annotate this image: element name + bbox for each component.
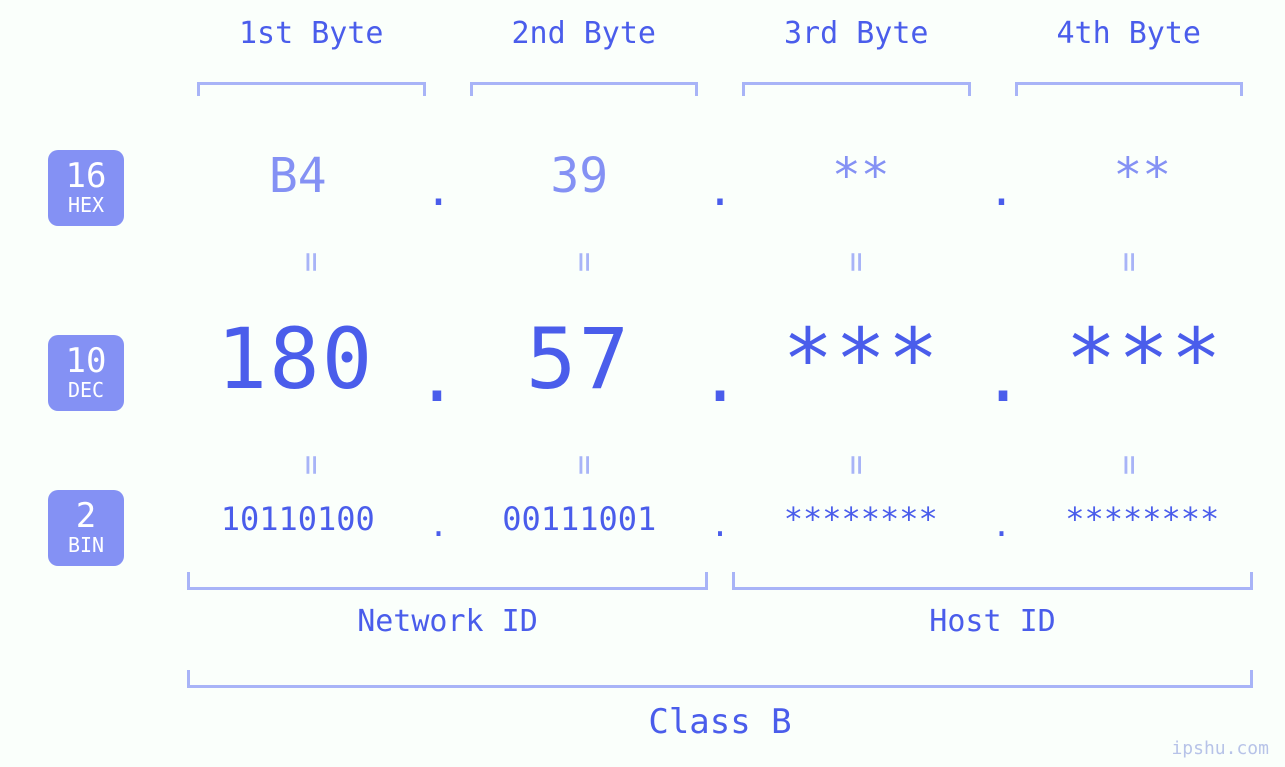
network-id-bracket bbox=[187, 572, 708, 590]
byte-bracket-row bbox=[175, 72, 1265, 96]
network-host-row: Network ID Host ID bbox=[175, 570, 1265, 630]
equals-row-dec-bin: = = = = bbox=[175, 445, 1265, 485]
hex-row: B4 . 39 . ** . ** bbox=[175, 148, 1265, 204]
badge-name-bin: BIN bbox=[68, 533, 104, 557]
host-id-group: Host ID bbox=[720, 570, 1265, 630]
eq-2-4: = bbox=[1109, 329, 1149, 602]
network-id-group: Network ID bbox=[175, 570, 720, 630]
byte-header-1: 1st Byte bbox=[175, 16, 448, 51]
byte-bracket-4 bbox=[993, 72, 1266, 96]
bin-byte-4: ******** bbox=[1020, 500, 1266, 538]
watermark: ipshu.com bbox=[1171, 738, 1269, 759]
class-label: Class B bbox=[187, 702, 1253, 742]
class-bracket bbox=[187, 670, 1253, 688]
eq-2-1: = bbox=[291, 329, 331, 602]
byte-header-2: 2nd Byte bbox=[448, 16, 721, 51]
ip-address-diagram: 1st Byte 2nd Byte 3rd Byte 4th Byte 16 H… bbox=[0, 0, 1285, 767]
byte-bracket-1 bbox=[175, 72, 448, 96]
badge-num-bin: 2 bbox=[76, 499, 96, 533]
base-badge-hex: 16 HEX bbox=[48, 150, 124, 226]
bin-sep-3: . bbox=[984, 506, 1020, 544]
hex-sep-3: . bbox=[984, 165, 1020, 216]
eq-2-3: = bbox=[836, 329, 876, 602]
class-group: Class B bbox=[187, 670, 1253, 742]
base-badge-dec: 10 DEC bbox=[48, 335, 124, 411]
bin-sep-1: . bbox=[421, 506, 457, 544]
hex-sep-1: . bbox=[421, 165, 457, 216]
byte-header-3: 3rd Byte bbox=[720, 16, 993, 51]
dec-sep-2: . bbox=[699, 336, 741, 418]
byte-bracket-3 bbox=[720, 72, 993, 96]
byte-header-4: 4th Byte bbox=[993, 16, 1266, 51]
base-badge-bin: 2 BIN bbox=[48, 490, 124, 566]
dec-row: 180 . 57 . *** . *** bbox=[175, 310, 1265, 408]
bin-row: 10110100 . 00111001 . ******** . *******… bbox=[175, 500, 1265, 538]
badge-num-hex: 16 bbox=[66, 159, 107, 193]
bin-byte-2: 00111001 bbox=[457, 500, 703, 538]
eq-2-2: = bbox=[564, 329, 604, 602]
badge-num-dec: 10 bbox=[66, 344, 107, 378]
bin-byte-1: 10110100 bbox=[175, 500, 421, 538]
bin-sep-2: . bbox=[702, 506, 738, 544]
badge-name-hex: HEX bbox=[68, 193, 104, 217]
host-id-bracket bbox=[732, 572, 1253, 590]
equals-row-hex-dec: = = = = bbox=[175, 242, 1265, 282]
network-id-label: Network ID bbox=[175, 604, 720, 639]
badge-name-dec: DEC bbox=[68, 378, 104, 402]
byte-bracket-2 bbox=[448, 72, 721, 96]
host-id-label: Host ID bbox=[720, 604, 1265, 639]
byte-header-row: 1st Byte 2nd Byte 3rd Byte 4th Byte bbox=[175, 16, 1265, 51]
dec-sep-1: . bbox=[416, 336, 458, 418]
bin-byte-3: ******** bbox=[738, 500, 984, 538]
dec-sep-3: . bbox=[982, 336, 1024, 418]
hex-sep-2: . bbox=[702, 165, 738, 216]
